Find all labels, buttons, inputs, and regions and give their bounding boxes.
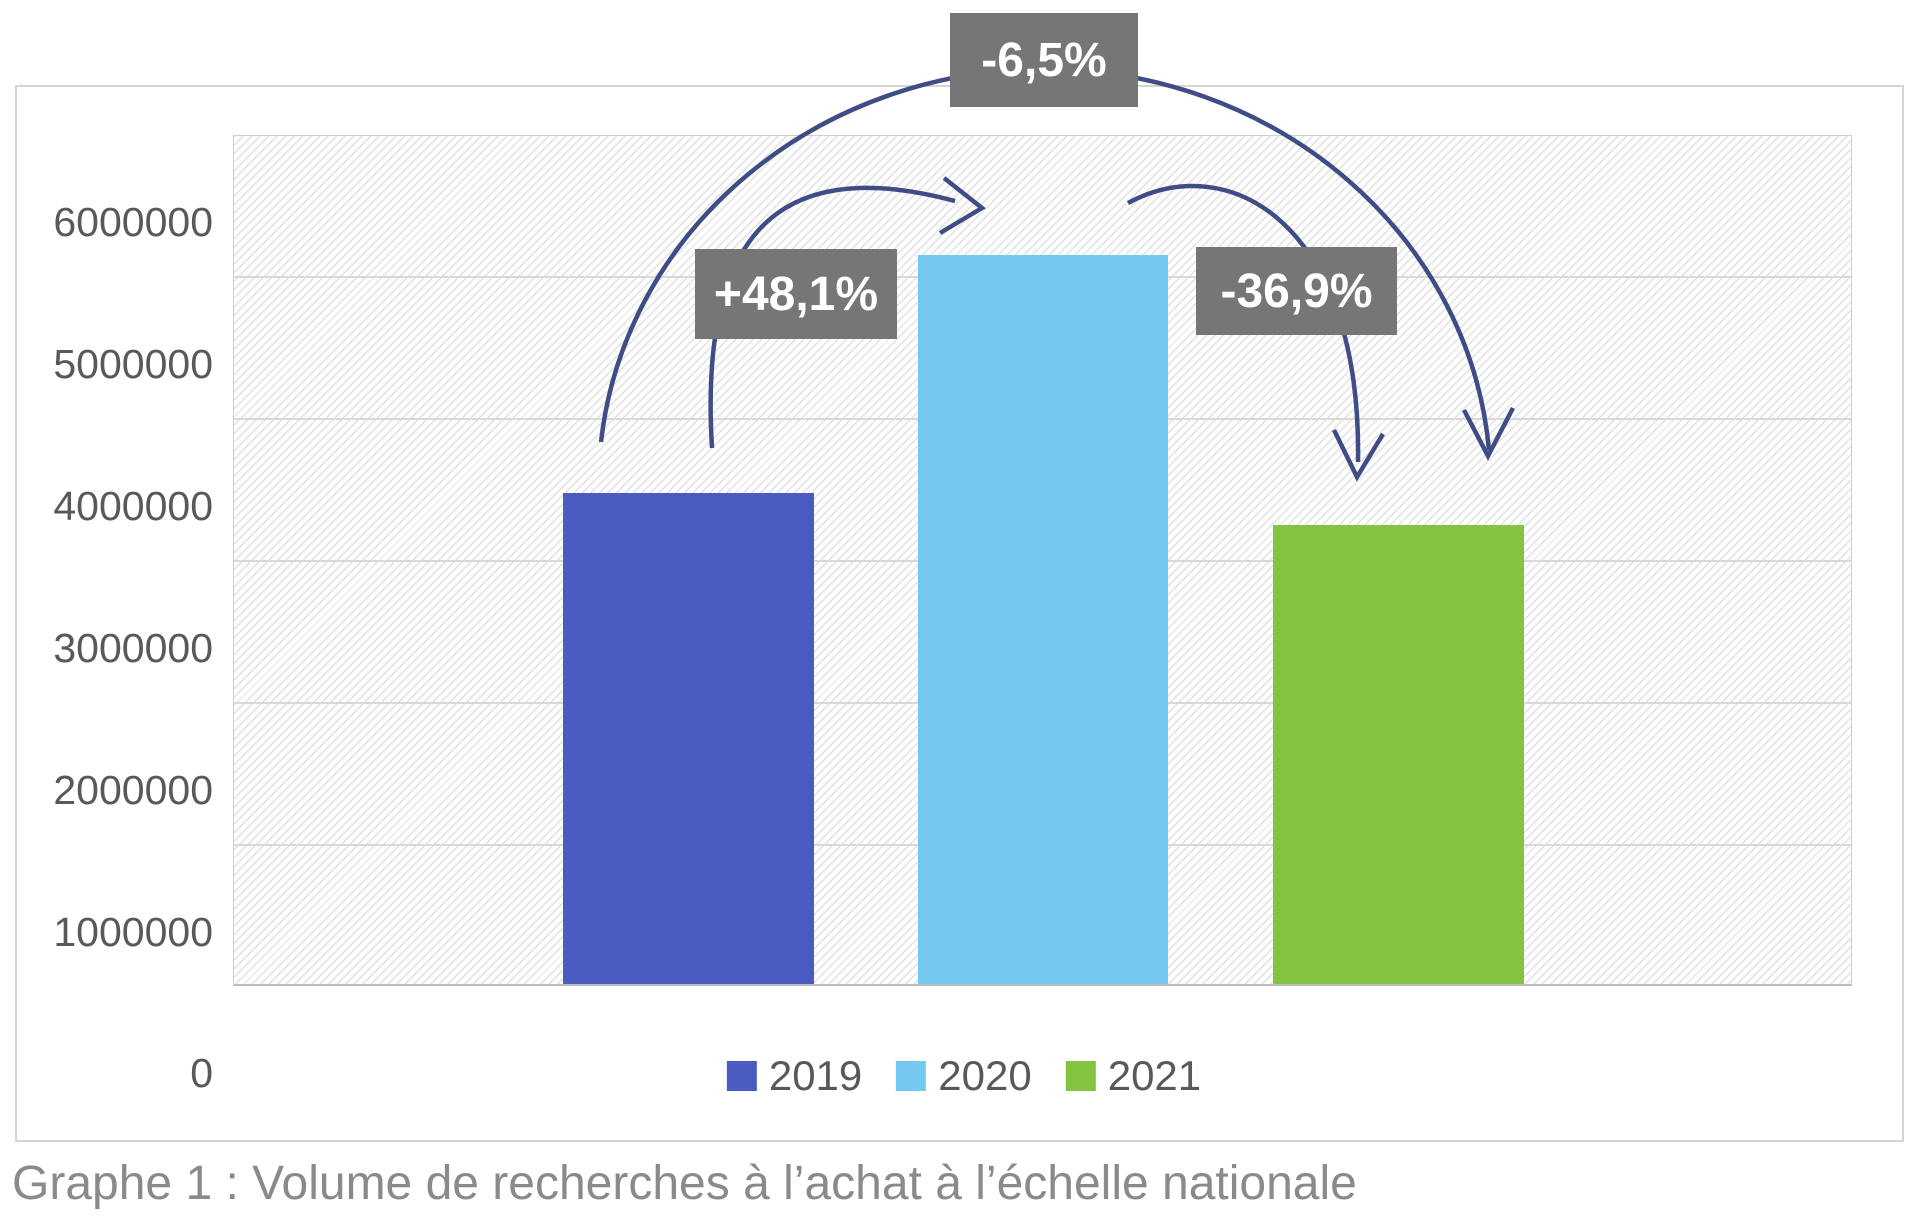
legend: 2019 2020 2021 [726,1052,1202,1100]
legend-swatch-2021 [1065,1061,1096,1091]
annotation-minus-6-5-label: -6,5% [981,33,1107,87]
annotation-plus-48-1: +48,1% [695,249,897,339]
y-tick-1000000: 1000000 [53,909,213,955]
plot-area [233,135,1852,986]
legend-swatch-2019 [726,1061,757,1091]
legend-label-2019: 2019 [768,1052,863,1099]
y-tick-5000000: 5000000 [53,341,213,387]
bar-2019 [563,493,814,984]
annotation-minus-36-9-label: -36,9% [1220,264,1373,318]
bar-2020 [918,255,1168,984]
legend-label-2021: 2021 [1107,1052,1202,1099]
annotation-minus-36-9: -36,9% [1196,247,1397,335]
legend-label-2020: 2020 [938,1052,1032,1099]
legend-swatch-2020 [896,1061,927,1091]
y-tick-2000000: 2000000 [53,767,213,813]
chart-caption: Graphe 1 : Volume de recherches à l’acha… [12,1157,1357,1210]
annotation-plus-48-1-label: +48,1% [713,267,879,321]
legend-item-2021: 2021 [1065,1052,1202,1100]
legend-item-2019: 2019 [726,1052,863,1100]
y-tick-4000000: 4000000 [53,483,213,529]
annotation-minus-6-5: -6,5% [950,13,1138,107]
y-tick-3000000: 3000000 [53,625,213,671]
y-tick-6000000: 6000000 [53,199,213,245]
y-tick-0: 0 [190,1050,213,1096]
bar-2021 [1273,525,1524,984]
legend-item-2020: 2020 [896,1052,1032,1100]
